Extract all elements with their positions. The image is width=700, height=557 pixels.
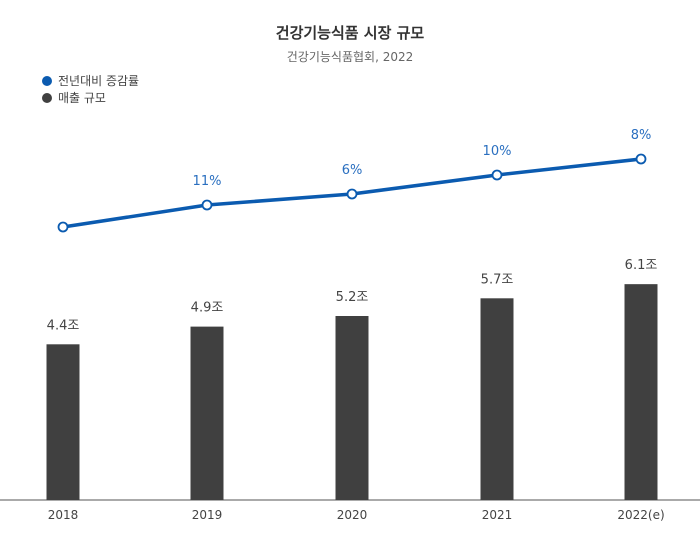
bar-label-2022(e): 6.1조	[625, 258, 658, 273]
x-tick-2021: 2021	[482, 508, 513, 522]
growth-point-2021	[491, 169, 503, 181]
growth-label-2022(e): 8%	[631, 128, 652, 143]
growth-label-2019: 11%	[193, 174, 222, 189]
legend-item-growth: 전년대비 증감률	[42, 72, 139, 89]
bar-2020	[335, 316, 369, 500]
growth-point-2018	[57, 221, 69, 233]
growth-point-2019	[201, 199, 213, 211]
growth-label-2020: 6%	[342, 163, 363, 178]
legend-label-sales: 매출 규모	[58, 91, 106, 105]
x-tick-2019: 2019	[192, 508, 223, 522]
bar-label-2020: 5.2조	[336, 290, 369, 305]
legend: 전년대비 증감률 매출 규모	[42, 72, 139, 106]
chart-title: 건강기능식품 시장 규모	[275, 24, 425, 42]
x-tick-2020: 2020	[337, 508, 368, 522]
chart-subtitle: 건강기능식품협회, 2022	[286, 50, 414, 64]
growth-point-2022(e)	[635, 153, 647, 165]
legend-item-sales: 매출 규모	[42, 89, 139, 106]
x-tick-2018: 2018	[48, 508, 79, 522]
bar-label-2021: 5.7조	[481, 272, 514, 287]
bar-2021	[480, 298, 514, 500]
x-tick-2022(e): 2022(e)	[617, 508, 664, 522]
growth-label-2021: 10%	[483, 144, 512, 159]
bar-label-2019: 4.9조	[191, 301, 224, 316]
legend-label-growth: 전년대비 증감률	[58, 74, 140, 88]
legend-dot-blue-icon	[42, 75, 52, 86]
bar-label-2018: 4.4조	[47, 318, 80, 333]
bar-2022(e)	[624, 284, 658, 500]
growth-point-2020	[346, 188, 358, 200]
legend-dot-gray-icon	[42, 92, 52, 103]
bar-2019	[190, 326, 224, 500]
bar-2018	[46, 344, 80, 500]
